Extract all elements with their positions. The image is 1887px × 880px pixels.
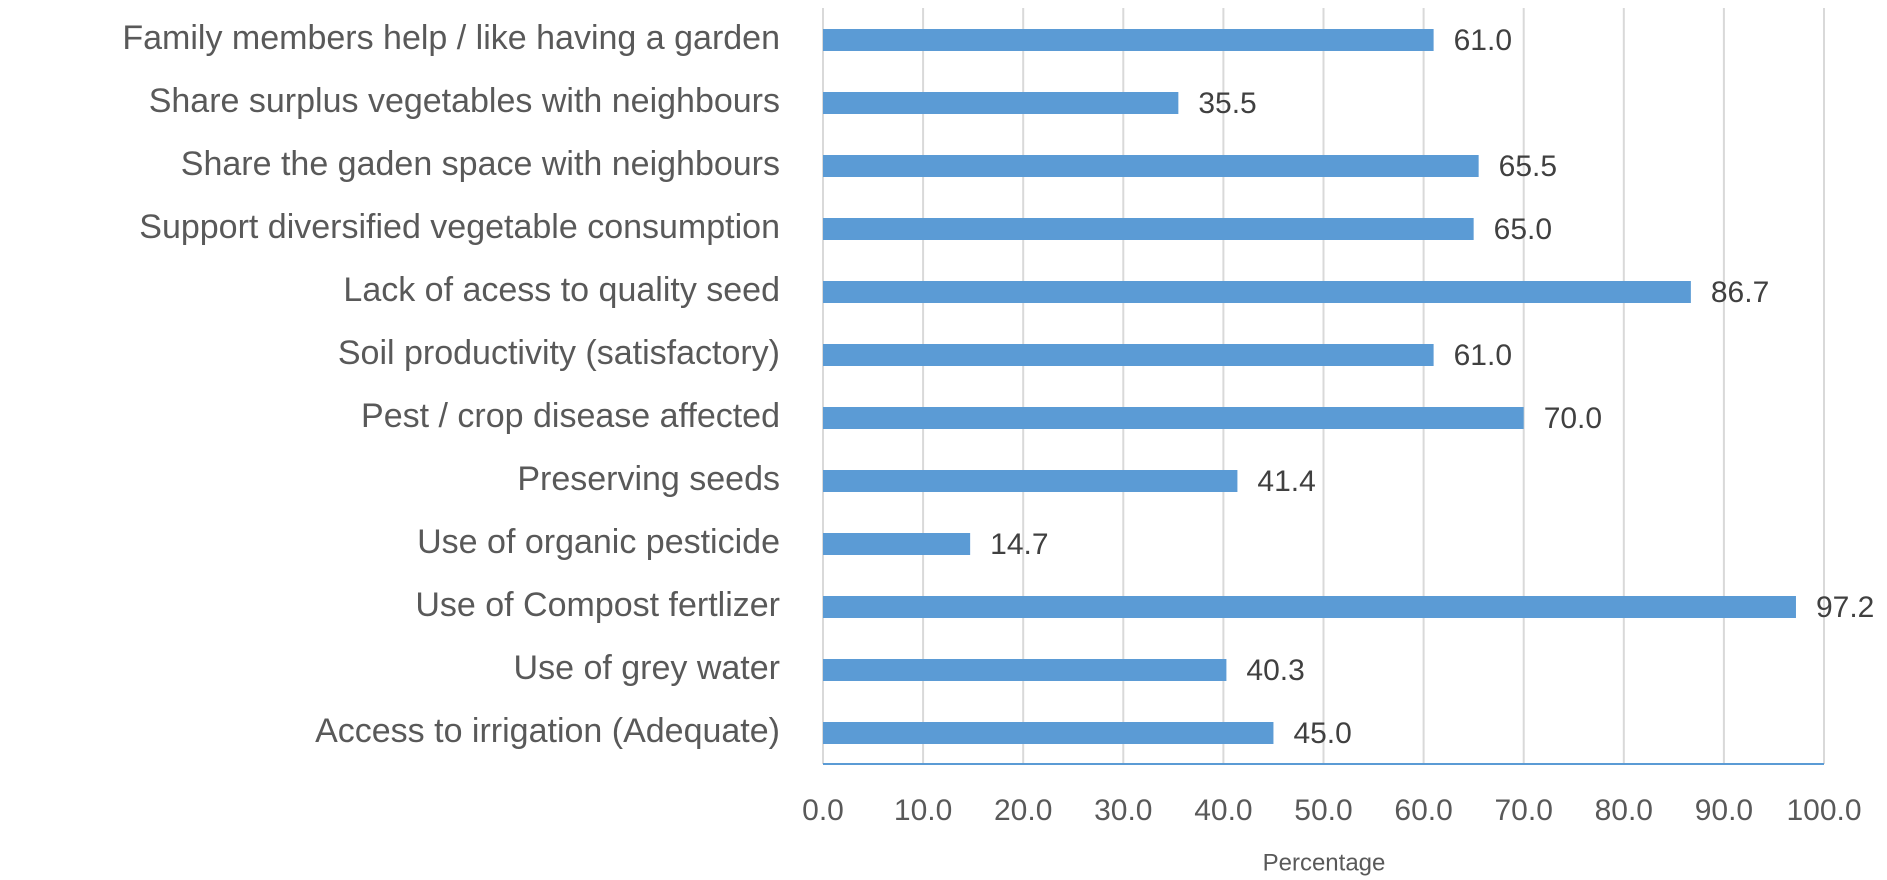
x-tick-label: 80.0 <box>1595 794 1653 827</box>
value-label: 35.5 <box>1198 87 1256 120</box>
value-label: 45.0 <box>1293 717 1351 750</box>
y-tick-label: Use of grey water <box>514 649 780 687</box>
y-tick-label: Pest / crop disease affected <box>361 397 780 435</box>
y-tick-label: Access to irrigation (Adequate) <box>315 712 780 750</box>
y-tick-label: Use of organic pesticide <box>417 523 780 561</box>
x-tick-label: 60.0 <box>1394 794 1452 827</box>
value-label: 97.2 <box>1816 591 1874 624</box>
y-tick-label: Share surplus vegetables with neighbours <box>149 82 780 120</box>
x-tick-label: 50.0 <box>1294 794 1352 827</box>
bar <box>823 155 1479 177</box>
bar <box>823 407 1524 429</box>
bar <box>823 29 1434 51</box>
bar <box>823 596 1796 618</box>
x-axis-title: Percentage <box>1263 849 1386 876</box>
bar <box>823 722 1274 744</box>
y-tick-label: Soil productivity (satisfactory) <box>338 334 780 372</box>
x-tick-label: 10.0 <box>894 794 952 827</box>
value-label: 61.0 <box>1454 24 1512 57</box>
bar <box>823 470 1238 492</box>
value-label: 14.7 <box>990 528 1048 561</box>
x-tick-label: 30.0 <box>1094 794 1152 827</box>
x-tick-label: 70.0 <box>1495 794 1553 827</box>
y-tick-label: Share the gaden space with neighbours <box>181 145 780 183</box>
value-label: 61.0 <box>1454 339 1512 372</box>
y-tick-label: Support diversified vegetable consumptio… <box>139 208 780 246</box>
x-tick-label: 0.0 <box>802 794 844 827</box>
bar <box>823 281 1691 303</box>
x-tick-label: 100.0 <box>1786 794 1861 827</box>
value-label: 40.3 <box>1246 654 1304 687</box>
x-tick-label: 20.0 <box>994 794 1052 827</box>
bar <box>823 218 1474 240</box>
bar <box>823 92 1179 114</box>
x-tick-label: 90.0 <box>1695 794 1753 827</box>
y-tick-label: Lack of acess to quality seed <box>343 271 780 309</box>
y-tick-label: Family members help / like having a gard… <box>122 19 780 57</box>
value-label: 65.0 <box>1494 213 1552 246</box>
y-tick-label: Preserving seeds <box>517 460 780 498</box>
value-label: 70.0 <box>1544 402 1602 435</box>
value-label: 86.7 <box>1711 276 1769 309</box>
bar <box>823 659 1227 681</box>
bar <box>823 533 971 555</box>
bar <box>823 344 1434 366</box>
x-tick-label: 40.0 <box>1194 794 1252 827</box>
value-label: 65.5 <box>1499 150 1557 183</box>
value-label: 41.4 <box>1257 465 1315 498</box>
y-tick-label: Use of Compost fertlizer <box>415 586 780 624</box>
